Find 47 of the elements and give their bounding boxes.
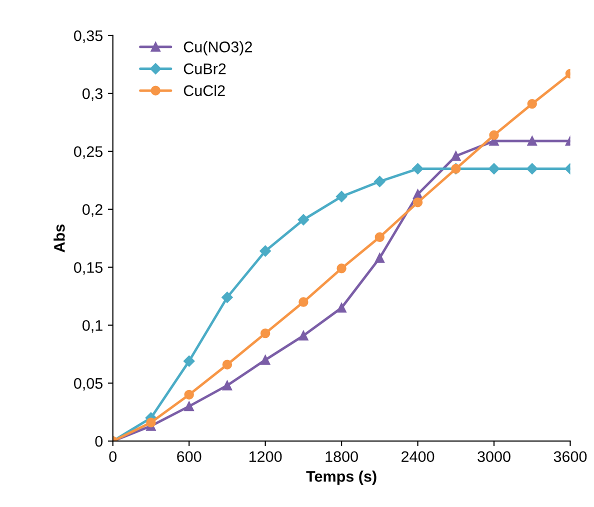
legend-label: CuBr2 (184, 63, 226, 74)
y-tick-label: 0,3 (82, 88, 102, 101)
x-tick-label: 1800 (326, 451, 358, 462)
point (526, 163, 538, 174)
point (374, 253, 385, 263)
y-tick-label: 0,15 (74, 262, 102, 275)
x-tick-label: 0 (109, 451, 117, 462)
x-tick-label: 1200 (249, 451, 282, 462)
point (222, 380, 232, 390)
point (260, 355, 270, 365)
point (374, 232, 385, 242)
y-tick-label: 0,2 (82, 204, 102, 217)
point (527, 136, 537, 146)
x-tick-label: 3600 (554, 451, 587, 462)
point (336, 190, 348, 202)
point (489, 130, 499, 140)
x-tick-label: 3000 (478, 451, 510, 462)
point (260, 245, 271, 257)
point (298, 297, 308, 307)
point (451, 151, 461, 161)
point (298, 214, 310, 226)
point (336, 264, 346, 274)
point (184, 390, 194, 400)
y-tick-label: 0,35 (74, 30, 102, 43)
y-tick-label: 0,1 (82, 320, 102, 333)
x-tick-label: 2400 (402, 451, 434, 462)
x-axis-title: Temps (s) (306, 470, 376, 485)
point (488, 163, 500, 174)
point (146, 418, 156, 428)
point (336, 302, 346, 313)
point (527, 99, 537, 109)
y-axis-title: Abs (54, 224, 65, 252)
point (260, 328, 270, 338)
point (298, 330, 308, 340)
y-tick-label: 0,25 (74, 146, 102, 159)
legend-label: CuCl2 (184, 84, 225, 96)
point (222, 360, 232, 370)
x-tick-label: 600 (177, 451, 202, 462)
point (412, 198, 423, 208)
point (374, 176, 386, 188)
y-tick-label: 0 (95, 436, 103, 447)
legend-label: Cu(NO3)2 (184, 41, 252, 56)
point (184, 401, 194, 412)
point (222, 292, 233, 303)
point (412, 163, 424, 174)
point (183, 356, 195, 367)
y-tick-label: 0,05 (74, 378, 102, 391)
